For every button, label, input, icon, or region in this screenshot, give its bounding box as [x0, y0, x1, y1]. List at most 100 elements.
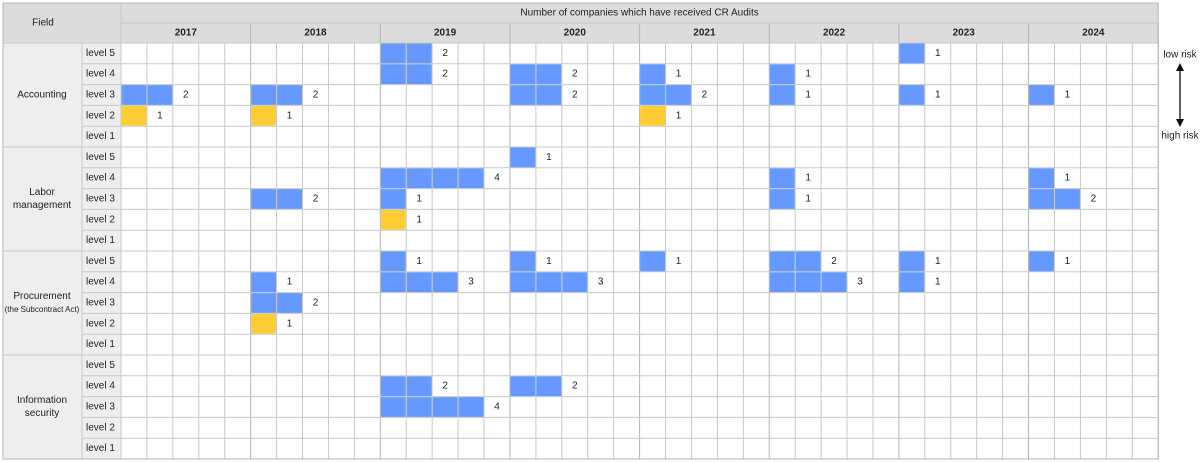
- count-label: 1: [805, 90, 811, 101]
- level-label: level 3: [86, 90, 115, 101]
- level-label: level 2: [86, 318, 115, 329]
- count-block: [432, 397, 458, 417]
- count-label: 1: [1065, 256, 1071, 267]
- field-name: (the Subcontract Act): [5, 305, 80, 314]
- count-block: [406, 43, 432, 64]
- count-block: [769, 272, 795, 293]
- count-block: [536, 272, 562, 293]
- count-block: [536, 85, 562, 105]
- count-block: [640, 64, 666, 85]
- year-header-2022: 2022: [823, 28, 846, 39]
- level-label: level 2: [86, 214, 115, 225]
- count-label: 2: [572, 90, 578, 101]
- count-block: [380, 272, 406, 293]
- count-block: [536, 64, 562, 85]
- count-block: [380, 168, 406, 189]
- count-block: [899, 85, 925, 105]
- count-label: 1: [935, 90, 941, 101]
- count-block: [536, 376, 562, 397]
- year-header-2024: 2024: [1082, 28, 1105, 39]
- count-block: [406, 64, 432, 85]
- count-label: 2: [702, 90, 708, 101]
- count-label: 1: [546, 152, 552, 163]
- count-block: [769, 168, 795, 189]
- count-block: [251, 272, 277, 293]
- level-label: level 1: [86, 235, 115, 246]
- count-block: [899, 43, 925, 64]
- count-block: [458, 168, 484, 189]
- count-block: [406, 397, 432, 417]
- field-name: management: [13, 200, 72, 211]
- count-label: 2: [313, 298, 319, 309]
- count-block: [251, 293, 277, 313]
- count-block: [406, 272, 432, 293]
- field-name: security: [25, 408, 59, 419]
- count-label: 2: [313, 194, 319, 205]
- year-header-2018: 2018: [304, 28, 327, 39]
- level-label: level 3: [86, 402, 115, 413]
- count-block: [277, 189, 303, 209]
- count-block: [1054, 189, 1080, 209]
- arrow-up-icon: [1176, 63, 1184, 71]
- level-label: level 1: [86, 339, 115, 350]
- count-label: 1: [287, 110, 293, 121]
- count-block: [640, 105, 666, 126]
- count-block: [406, 168, 432, 189]
- count-label: 1: [287, 277, 293, 288]
- year-header-2017: 2017: [175, 28, 198, 39]
- count-label: 1: [805, 194, 811, 205]
- count-block: [510, 147, 536, 168]
- level-label: level 2: [86, 422, 115, 433]
- level-label: level 3: [86, 194, 115, 205]
- count-block: [769, 85, 795, 105]
- count-label: 2: [442, 48, 448, 59]
- count-block: [640, 251, 666, 272]
- count-block: [510, 64, 536, 85]
- count-block: [432, 168, 458, 189]
- count-label: 1: [935, 256, 941, 267]
- field-header: Field: [32, 18, 54, 29]
- count-label: 1: [676, 69, 682, 80]
- count-label: 1: [546, 256, 552, 267]
- count-label: 3: [598, 277, 604, 288]
- count-block: [1029, 168, 1054, 189]
- count-block: [769, 251, 795, 272]
- field-name: Accounting: [17, 90, 66, 101]
- count-label: 1: [287, 318, 293, 329]
- count-block: [251, 85, 277, 105]
- count-block: [562, 272, 588, 293]
- count-block: [899, 251, 925, 272]
- level-label: level 4: [86, 277, 115, 288]
- count-label: 2: [183, 90, 189, 101]
- high-risk-label: high risk: [1161, 131, 1199, 142]
- arrow-down-icon: [1176, 119, 1184, 127]
- year-header-2019: 2019: [434, 28, 457, 39]
- count-label: 2: [572, 381, 578, 392]
- year-header-2020: 2020: [564, 28, 587, 39]
- count-label: 1: [157, 110, 163, 121]
- count-block: [121, 85, 147, 105]
- level-label: level 2: [86, 110, 115, 121]
- chart-title: Number of companies which have received …: [520, 8, 758, 19]
- year-header-2023: 2023: [953, 28, 976, 39]
- field-name: Procurement: [13, 291, 70, 302]
- count-block: [277, 293, 303, 313]
- count-label: 1: [1065, 90, 1071, 101]
- count-label: 1: [1065, 173, 1071, 184]
- count-block: [899, 272, 925, 293]
- level-label: level 5: [86, 360, 115, 371]
- count-block: [821, 272, 847, 293]
- count-block: [510, 376, 536, 397]
- low-risk-label: low risk: [1163, 50, 1197, 61]
- count-block: [666, 85, 691, 105]
- count-block: [380, 209, 406, 230]
- count-block: [380, 251, 406, 272]
- grid-border: [2, 2, 1159, 460]
- count-label: 2: [442, 381, 448, 392]
- count-block: [1029, 85, 1054, 105]
- field-name: Labor: [29, 187, 55, 198]
- count-label: 1: [416, 194, 422, 205]
- count-block: [380, 397, 406, 417]
- count-label: 1: [805, 173, 811, 184]
- count-block: [769, 189, 795, 209]
